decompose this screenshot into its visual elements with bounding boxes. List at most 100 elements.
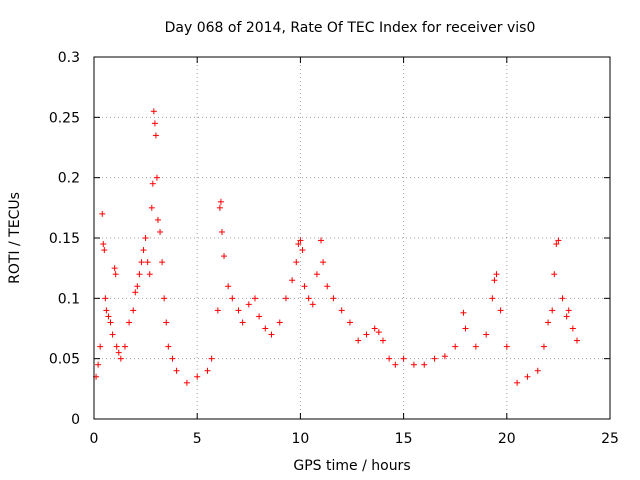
data-point <box>472 343 479 350</box>
x-tick-label: 0 <box>90 431 99 447</box>
data-point <box>148 204 155 211</box>
data-point <box>153 174 160 181</box>
data-point <box>563 313 570 320</box>
data-point <box>225 283 232 290</box>
data-point <box>305 295 312 302</box>
data-point <box>497 307 504 314</box>
data-point <box>130 307 137 314</box>
data-point <box>551 271 558 278</box>
data-point <box>355 337 362 344</box>
data-point <box>375 329 382 336</box>
x-tick-label: 25 <box>601 431 619 447</box>
data-point <box>151 120 158 127</box>
data-point <box>460 309 467 316</box>
data-point <box>320 259 327 266</box>
data-point <box>140 247 147 254</box>
data-point <box>379 337 386 344</box>
data-point <box>441 353 448 360</box>
x-tick-labels: 0 5 10 15 20 25 <box>90 431 619 447</box>
data-point <box>330 295 337 302</box>
x-tick-label: 15 <box>395 431 413 447</box>
data-point <box>150 108 157 115</box>
data-point <box>301 283 308 290</box>
data-point <box>111 265 118 272</box>
data-point <box>134 283 141 290</box>
data-point <box>565 307 572 314</box>
data-point <box>431 355 438 362</box>
data-point <box>165 343 172 350</box>
data-point <box>235 307 242 314</box>
data-point <box>573 337 580 344</box>
data-points <box>93 108 580 386</box>
data-point <box>503 343 510 350</box>
x-axis-label: GPS time / hours <box>293 458 410 474</box>
data-point <box>553 241 560 248</box>
data-point <box>421 361 428 368</box>
data-point <box>221 253 228 260</box>
data-point <box>491 277 498 284</box>
data-point <box>386 355 393 362</box>
data-point <box>318 237 325 244</box>
grid-lines <box>94 57 610 419</box>
data-point <box>324 283 331 290</box>
y-tick-label: 0.15 <box>49 231 80 247</box>
data-point <box>107 319 114 326</box>
data-point <box>146 271 153 278</box>
data-point <box>289 277 296 284</box>
data-point <box>103 307 110 314</box>
data-point <box>493 271 500 278</box>
data-point <box>297 237 304 244</box>
data-point <box>204 367 211 374</box>
data-point <box>169 355 176 362</box>
data-point <box>157 228 164 235</box>
data-point <box>282 295 289 302</box>
data-point <box>115 349 122 356</box>
data-point <box>338 307 345 314</box>
y-tick-label: 0.05 <box>49 352 80 368</box>
y-tick-label: 0.25 <box>49 110 80 126</box>
x-tick-label: 5 <box>193 431 202 447</box>
x-tick-label: 10 <box>291 431 309 447</box>
data-point <box>309 301 316 308</box>
chart-title: Day 068 of 2014, Rate Of TEC Index for r… <box>165 20 536 36</box>
data-point <box>101 247 108 254</box>
axis-ticks <box>93 56 611 420</box>
data-point <box>251 295 258 302</box>
data-point <box>117 355 124 362</box>
data-point <box>154 216 161 223</box>
data-point <box>229 295 236 302</box>
data-point <box>410 361 417 368</box>
data-point <box>218 228 225 235</box>
data-point <box>113 343 120 350</box>
data-point <box>276 319 283 326</box>
data-point <box>105 313 112 320</box>
data-point <box>346 319 353 326</box>
data-point <box>549 307 556 314</box>
data-point <box>216 204 223 211</box>
data-point <box>97 343 104 350</box>
data-point <box>524 373 531 380</box>
data-point <box>452 343 459 350</box>
data-point <box>313 271 320 278</box>
data-point <box>559 295 566 302</box>
data-point <box>136 271 143 278</box>
y-tick-label: 0.3 <box>58 50 80 66</box>
y-tick-labels: 0 0.05 0.1 0.15 0.2 0.25 0.3 <box>49 50 80 428</box>
data-point <box>256 313 263 320</box>
data-point <box>514 379 521 386</box>
y-tick-label: 0.2 <box>58 171 80 187</box>
data-point <box>217 198 224 205</box>
data-point <box>102 295 109 302</box>
data-point <box>132 289 139 296</box>
data-point <box>293 259 300 266</box>
data-point <box>159 259 166 266</box>
data-point <box>483 331 490 338</box>
data-point <box>400 355 407 362</box>
data-point <box>239 319 246 326</box>
plot-frame <box>93 56 611 420</box>
data-point <box>489 295 496 302</box>
data-point <box>245 301 252 308</box>
data-point <box>371 325 378 332</box>
data-point <box>109 331 116 338</box>
